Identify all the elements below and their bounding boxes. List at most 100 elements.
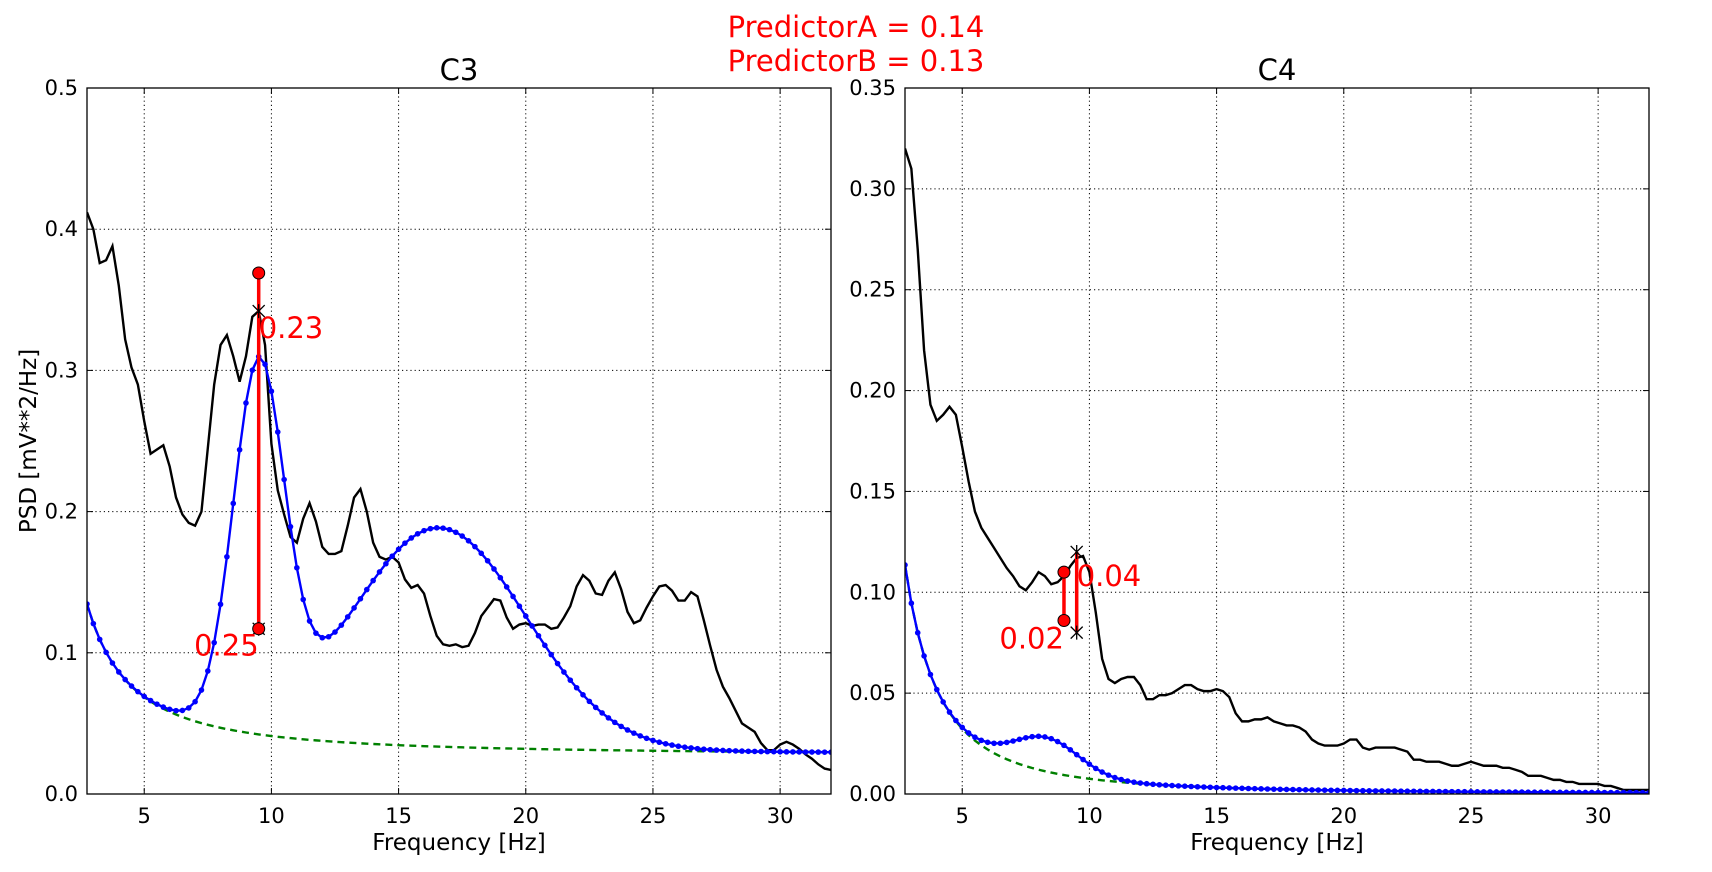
model-fit-point — [567, 677, 574, 683]
model-fit-point — [1181, 783, 1188, 789]
model-fit-point — [1417, 788, 1423, 794]
model-fit-point — [294, 564, 300, 571]
model-fit-point — [370, 577, 376, 584]
model-fit-point — [1506, 789, 1512, 794]
model-fit-point — [643, 735, 650, 742]
model-fit-point — [1563, 789, 1570, 794]
model-fit-point — [905, 562, 908, 568]
model-fit-point — [997, 740, 1004, 747]
model-fit-point — [1131, 779, 1137, 785]
axes-title: C3 — [440, 53, 479, 87]
model-fit-point — [516, 603, 523, 610]
base-marker — [1057, 614, 1071, 628]
value-annotation: 0.04 — [1077, 559, 1142, 593]
base-star-marker — [1070, 625, 1084, 640]
model-fit-point — [230, 500, 237, 507]
y-tick-label: 0.00 — [849, 782, 896, 806]
model-fit-point — [1423, 788, 1430, 794]
model-fit-point — [554, 660, 561, 667]
model-fit-point — [1118, 776, 1125, 783]
model-fit-point — [1162, 782, 1169, 788]
model-fit-point — [1347, 787, 1353, 794]
model-fit-point — [87, 601, 90, 607]
model-fit-point — [1067, 747, 1074, 753]
model-fit-point — [927, 671, 934, 678]
model-fit-point — [205, 668, 211, 674]
model-fit-point — [472, 543, 478, 550]
model-fit-point — [1620, 789, 1627, 794]
suptitle-predictor-b: PredictorB = 0.13 — [727, 44, 985, 78]
model-fit-point — [561, 669, 567, 675]
model-fit-point — [166, 706, 173, 713]
model-fit-point — [991, 740, 997, 747]
model-fit-point — [815, 749, 822, 755]
model-fit-point — [1360, 787, 1366, 794]
model-fit-point — [1213, 784, 1220, 791]
x-tick-label: 20 — [512, 804, 539, 828]
model-fit-point — [103, 649, 109, 656]
model-fit-point — [1372, 788, 1379, 794]
model-fit-point — [1449, 788, 1455, 794]
model-fit-point — [1474, 789, 1481, 794]
model-fit-point — [1112, 774, 1118, 781]
aperiodic-fit-line — [87, 603, 831, 754]
model-fit-point — [109, 660, 116, 666]
model-fit-point — [1646, 789, 1649, 794]
model-fit-point — [1010, 738, 1016, 744]
axes-title: C4 — [1258, 53, 1297, 87]
model-fit-point — [395, 546, 402, 553]
model-fit-point — [440, 525, 446, 531]
model-fit-point — [1366, 787, 1373, 794]
x-tick-label: 10 — [1076, 804, 1103, 828]
model-fit-point — [122, 676, 128, 683]
model-fit-point — [1436, 788, 1442, 794]
model-fit-point — [1639, 789, 1646, 794]
model-fit-point — [770, 748, 777, 755]
model-fit-point — [933, 686, 940, 693]
model-fit-point — [281, 476, 287, 483]
model-fit-point — [522, 613, 529, 619]
model-fit-point — [491, 566, 497, 572]
model-fit-point — [1499, 789, 1506, 794]
model-fit-point — [224, 553, 230, 560]
aperiodic-fit-line — [905, 564, 1649, 794]
model-fit-point — [408, 535, 415, 541]
model-fit-point — [313, 630, 319, 636]
model-fit-point — [503, 584, 510, 590]
model-fit-point — [154, 701, 160, 707]
model-fit-point — [1627, 789, 1633, 794]
model-fit-point — [1315, 787, 1322, 793]
model-fit-point — [688, 745, 694, 751]
model-fit-point — [701, 746, 707, 753]
model-fit-point — [1245, 785, 1252, 792]
model-fit-point — [739, 748, 745, 754]
model-fit-point — [128, 683, 135, 689]
model-fit-point — [268, 388, 275, 395]
model-fit-point — [1258, 786, 1264, 792]
model-fit-point — [262, 361, 268, 368]
model-fit-point — [940, 699, 946, 705]
model-fit-point — [1353, 787, 1360, 794]
model-fit-point — [783, 749, 790, 755]
model-fit-point — [1576, 789, 1582, 794]
peak-marker — [252, 266, 266, 280]
model-fit-point — [389, 553, 396, 559]
model-fit-point — [1092, 765, 1099, 772]
model-fit-point — [1557, 789, 1563, 794]
model-fit-point — [1143, 780, 1150, 787]
model-fit-point — [1061, 742, 1067, 749]
model-fit-point — [1512, 789, 1519, 794]
model-fit-point — [300, 596, 307, 603]
model-fit-point — [1283, 786, 1290, 793]
model-fit-point — [1340, 787, 1347, 794]
x-tick-label: 30 — [1585, 804, 1612, 828]
model-fit-point — [344, 614, 351, 620]
model-fit-point — [306, 618, 313, 624]
model-fit-point — [1137, 780, 1144, 786]
model-fit-point — [624, 727, 631, 733]
model-fit-point — [605, 715, 612, 721]
model-fit-point — [586, 698, 593, 705]
value-annotation: 0.23 — [259, 311, 324, 345]
y-tick-label: 0.30 — [849, 177, 896, 201]
model-fit-point — [363, 586, 370, 593]
